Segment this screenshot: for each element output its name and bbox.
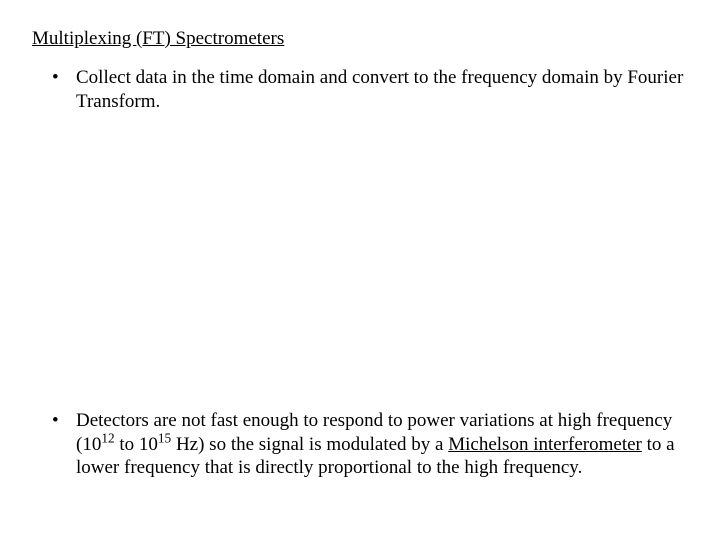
slide-title: Multiplexing (FT) Spectrometers: [32, 28, 688, 50]
bullet-item-1: Collect data in the time domain and conv…: [76, 66, 688, 114]
bullet-list: Collect data in the time domain and conv…: [32, 66, 688, 114]
bullet-item-2: Detectors are not fast enough to respond…: [76, 409, 694, 480]
